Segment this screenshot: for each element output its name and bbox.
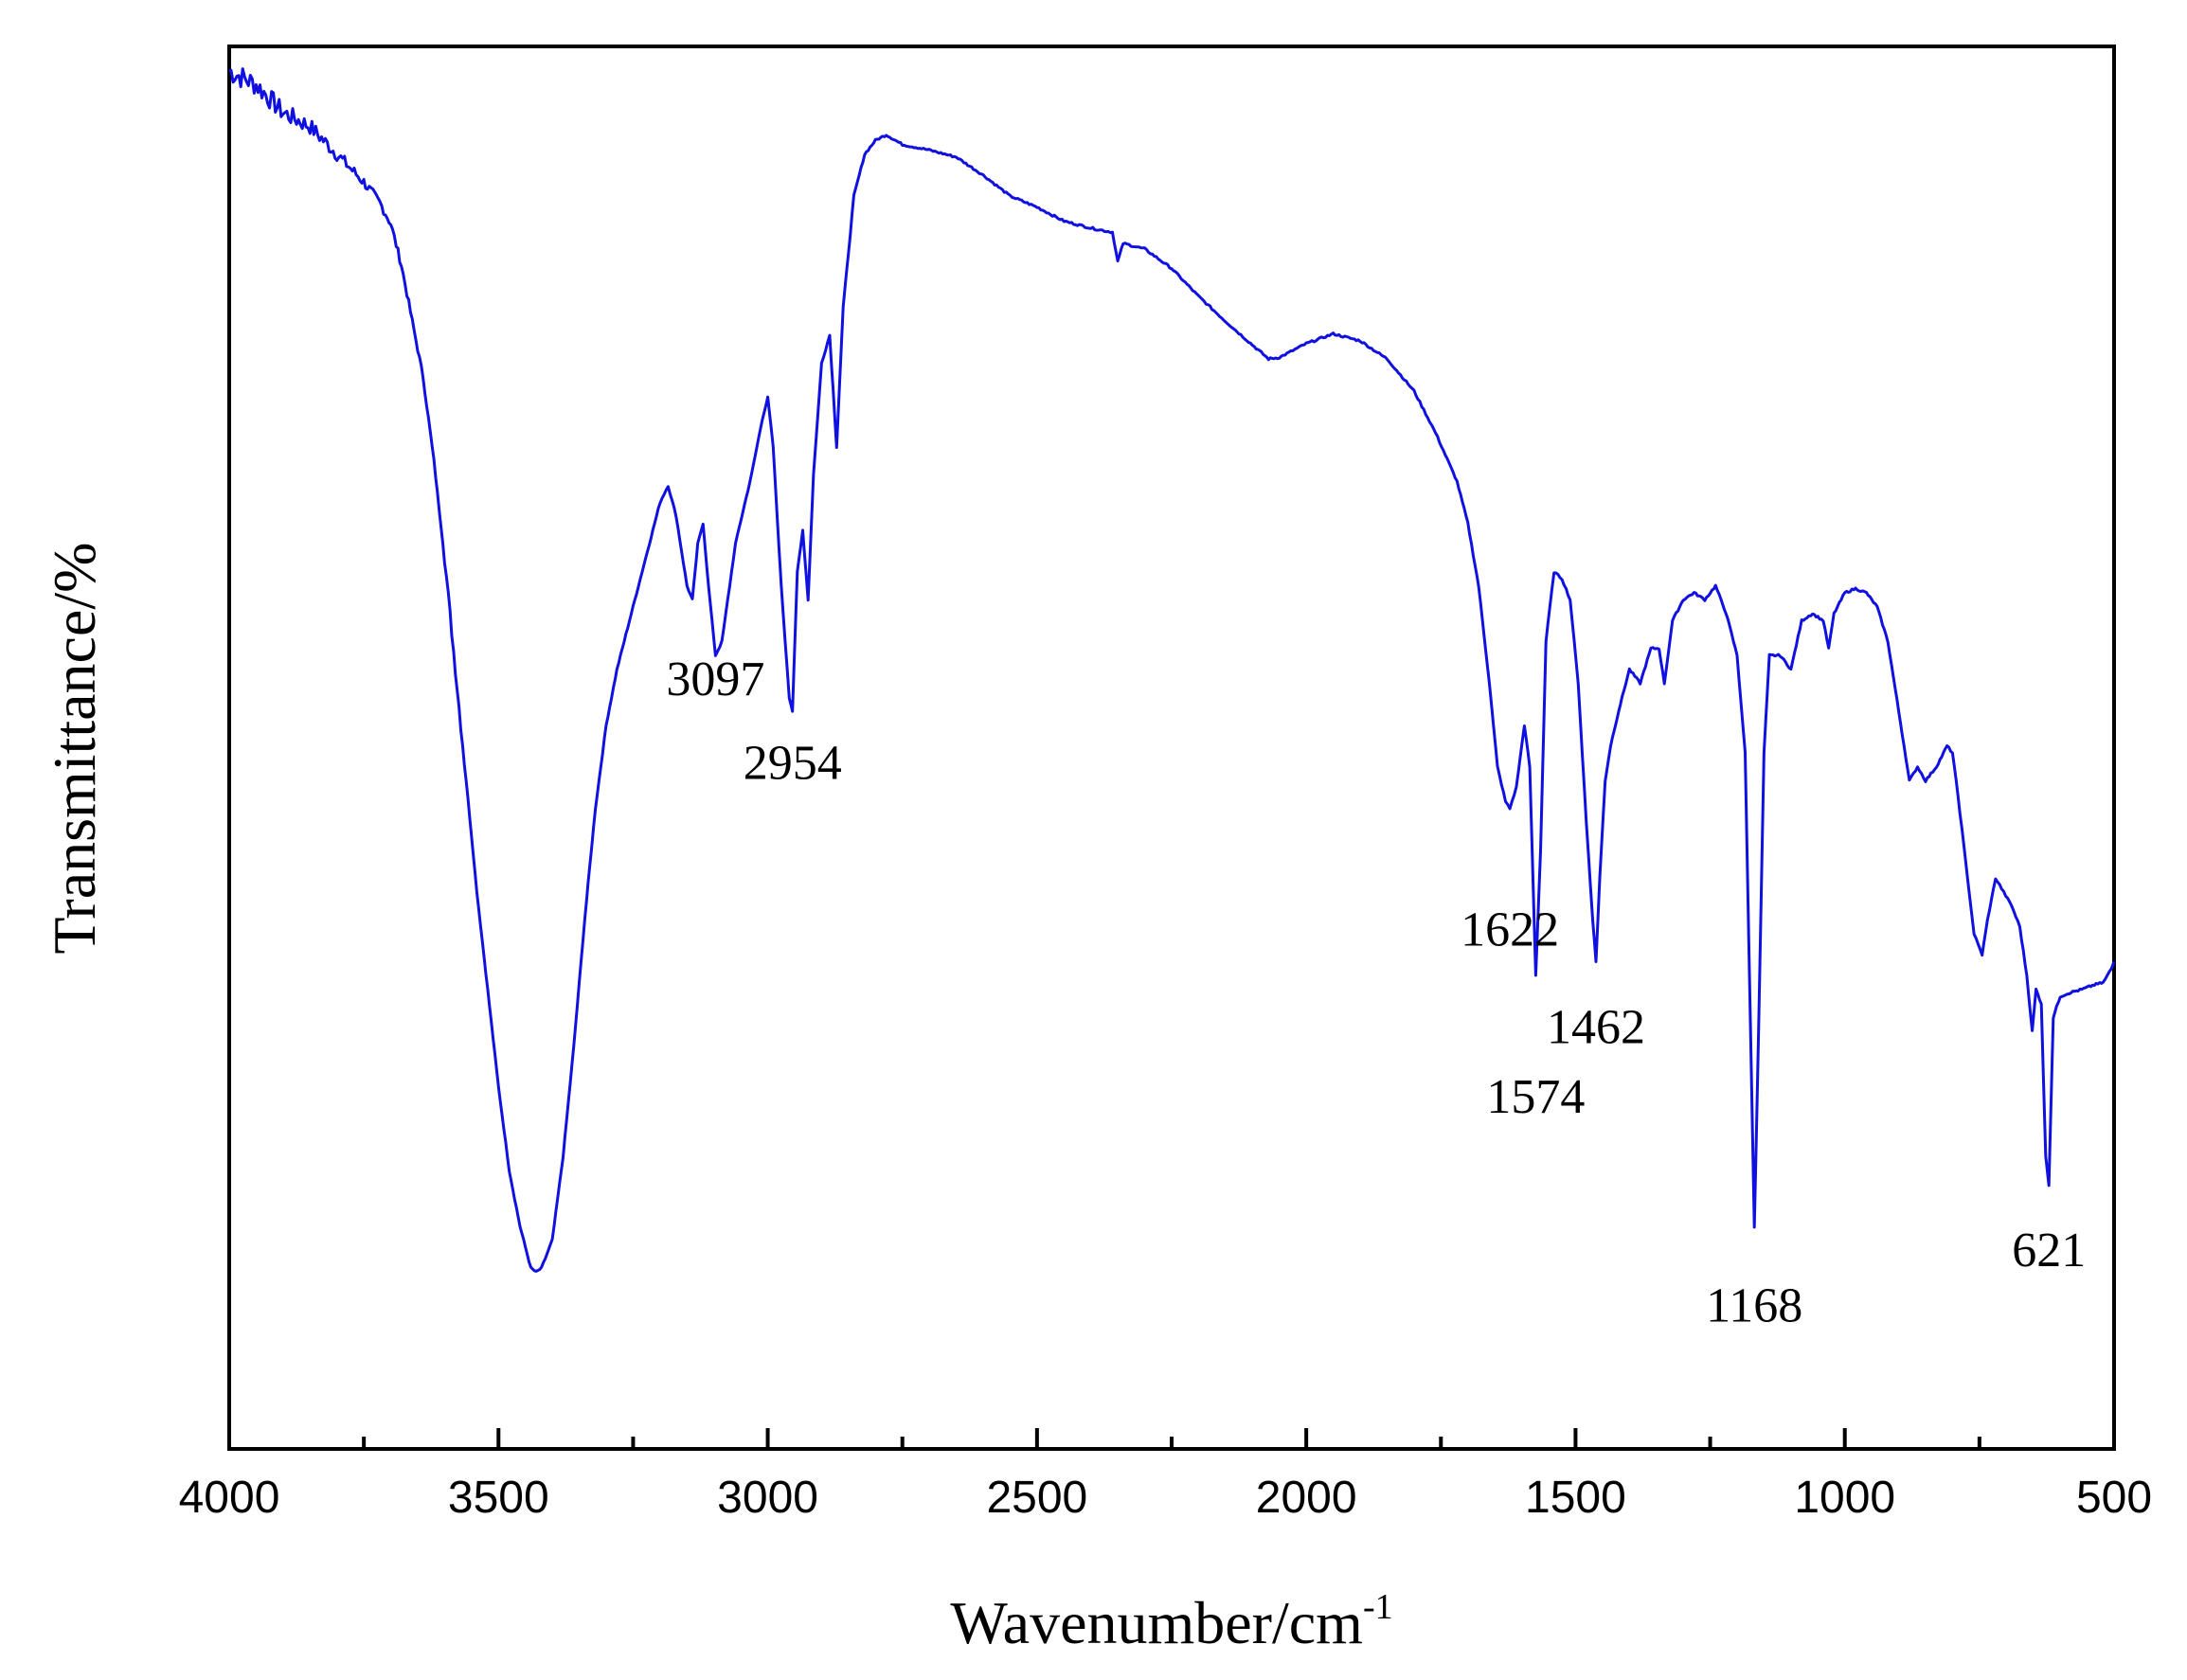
x-tick-label: 3500 — [448, 1473, 549, 1523]
peak-label: 1168 — [1706, 1279, 1802, 1333]
plot-frame — [227, 45, 2116, 1451]
peak-label: 1574 — [1486, 1070, 1585, 1124]
x-tick-label: 1500 — [1525, 1473, 1626, 1523]
peak-label: 2954 — [744, 736, 842, 790]
peak-label: 621 — [2012, 1224, 2086, 1278]
y-axis-label: Transmittance/% — [41, 543, 108, 955]
x-axis-tick-labels: 4000 3500 3000 2500 2000 1500 1000 500 — [179, 1473, 2152, 1523]
x-axis-label-superscript: -1 — [1363, 1587, 1393, 1627]
peak-annotations: 3097 2954 1622 1574 1462 1168 621 — [666, 652, 2086, 1333]
x-tick-label: 4000 — [179, 1473, 280, 1523]
x-axis-label: Wavenumber/cm-1 — [950, 1587, 1392, 1656]
x-tick-label: 500 — [2076, 1473, 2152, 1523]
x-tick-label: 2500 — [986, 1473, 1087, 1523]
x-tick-label: 2000 — [1256, 1473, 1357, 1523]
x-tick-label: 3000 — [717, 1473, 818, 1523]
x-tick-label: 1000 — [1794, 1473, 1895, 1523]
peak-label: 1622 — [1461, 903, 1559, 957]
peak-label: 3097 — [666, 652, 764, 706]
peak-label: 1462 — [1547, 1001, 1645, 1055]
x-axis-ticks — [227, 1428, 2116, 1449]
spectrum-line — [228, 67, 2116, 1273]
